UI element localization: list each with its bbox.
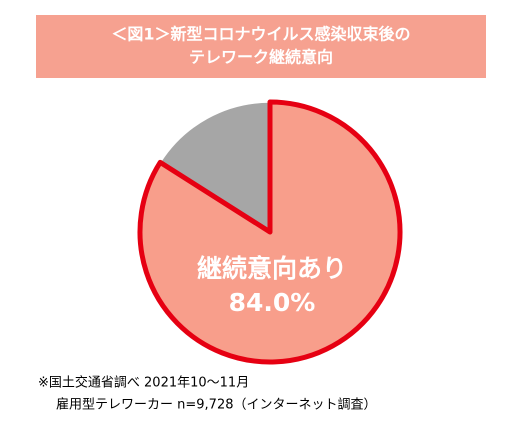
note: 雇用型テレワーカー n=9,728（インターネット調査） [56, 397, 376, 413]
title-box [36, 15, 486, 78]
pie [137, 99, 403, 365]
pie-slice [137, 99, 403, 365]
slice-label: 継続意向あり [197, 254, 347, 283]
chart-title: テレワーク継続意向 [189, 48, 333, 67]
pie-slice [159, 101, 271, 233]
chart-title: ＜図1＞新型コロナウイルス感染収束後の [111, 25, 410, 44]
note: ※国土交通省調べ 2021年10〜11月 [38, 375, 249, 391]
value-label: 84.0% [229, 288, 316, 317]
